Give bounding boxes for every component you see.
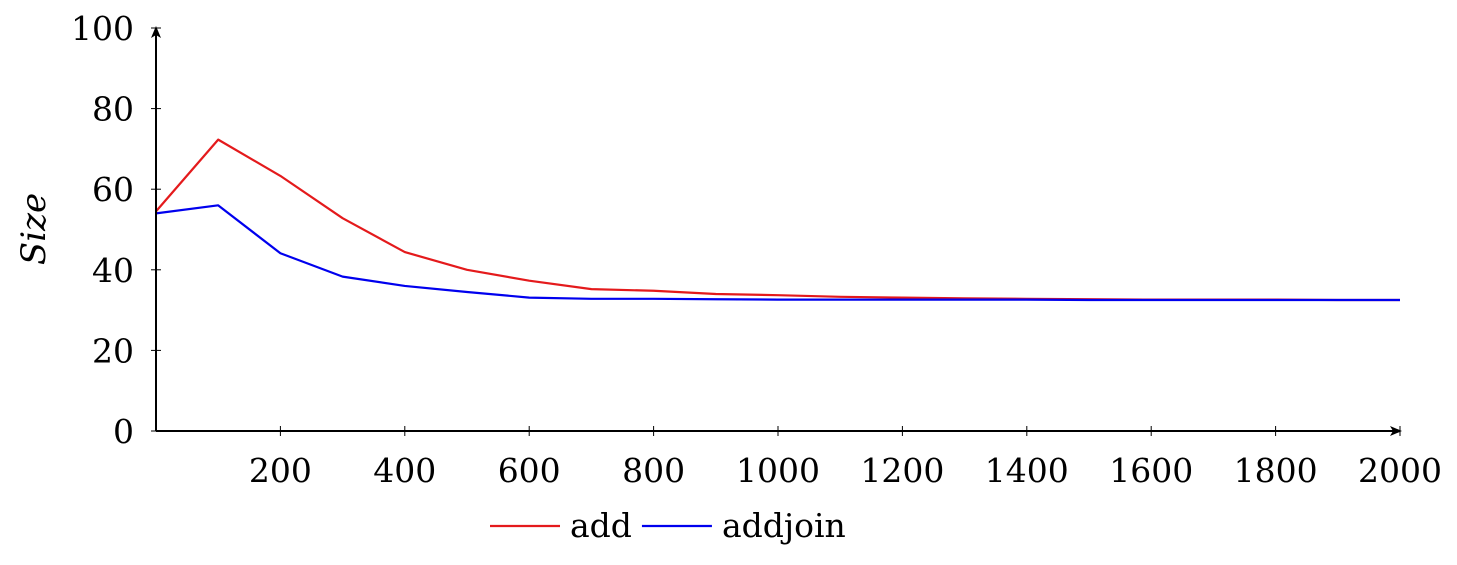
series-layer	[155, 138, 1400, 302]
y-tick-label: 40	[92, 251, 134, 290]
x-tick-label: 1200	[860, 451, 944, 490]
legend: add addjoin	[490, 506, 846, 545]
y-tick-label: 60	[92, 170, 134, 209]
y-tick-label: 20	[92, 331, 134, 370]
y-axis-label: Size	[14, 193, 54, 265]
x-tick-label: 1400	[985, 451, 1069, 490]
y-tick-label: 0	[113, 412, 134, 451]
y-tick-label: 100	[71, 9, 134, 48]
x-tick-label: 2000	[1358, 451, 1442, 490]
x-tick-label: 800	[622, 451, 685, 490]
x-tick-label: 1000	[736, 451, 820, 490]
legend-label-addjoin: addjoin	[722, 506, 846, 545]
x-tick-label: 600	[498, 451, 561, 490]
x-tick-label: 1800	[1234, 451, 1318, 490]
legend-label-add: add	[570, 506, 632, 545]
x-tick-label: 400	[373, 451, 436, 490]
labels-layer: 200 400 600 800 1000 1200 1400 1600 1800 2000 0 20 4…	[14, 9, 1442, 490]
x-tick-label: 1600	[1109, 451, 1193, 490]
axes-layer	[151, 26, 1402, 436]
x-tick-label: 200	[249, 451, 312, 490]
series-line-addjoin	[155, 204, 1400, 302]
y-tick-label: 80	[92, 90, 134, 129]
